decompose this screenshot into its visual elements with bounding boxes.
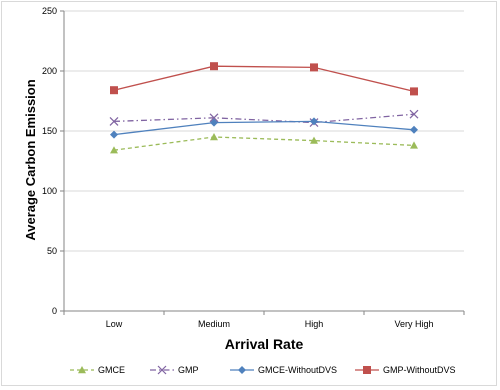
y-tick-label: 0	[52, 306, 57, 316]
legend-marker	[238, 366, 246, 374]
series-lines	[109, 62, 419, 154]
legend-item: GMCE	[70, 365, 125, 375]
x-tick-label: High	[305, 319, 324, 329]
data-point	[310, 136, 318, 144]
series-gmp	[109, 109, 419, 128]
legend-item: GMP	[150, 365, 199, 375]
series-line	[113, 113, 415, 124]
data-point	[110, 86, 118, 95]
data-point	[410, 141, 418, 149]
legend-label: GMP	[178, 365, 199, 375]
data-point	[109, 116, 119, 126]
data-point	[210, 133, 218, 141]
legend-item: GMCE-WithoutDVS	[230, 365, 337, 375]
axes	[60, 10, 465, 315]
gridlines	[64, 10, 464, 252]
y-axis-title: Average Carbon Emission	[23, 79, 38, 240]
data-point	[209, 113, 219, 123]
data-point	[409, 109, 419, 119]
x-tick-label: Very High	[394, 319, 433, 329]
legend-item: GMP-WithoutDVS	[355, 365, 456, 375]
series-gmce	[110, 133, 418, 154]
series-gmce-withoutdvs	[110, 117, 418, 139]
data-point	[210, 62, 218, 71]
legend-label: GMCE	[98, 365, 125, 375]
data-point	[410, 125, 418, 134]
x-tick-label: Low	[106, 319, 123, 329]
legend-marker	[363, 366, 371, 374]
legend-marker	[157, 365, 167, 375]
x-tick-labels: Low Medium High Very High	[106, 319, 434, 329]
x-tick-label: Medium	[198, 319, 230, 329]
x-axis-title: Arrival Rate	[225, 336, 304, 352]
legend-marker	[78, 366, 86, 374]
data-point	[110, 130, 118, 139]
legend: GMCE GMP GMCE-WithoutDVS GMP-WithoutDVS	[70, 365, 456, 375]
y-tick-labels: 0 50 100 150 200 250	[42, 6, 57, 316]
legend-label: GMCE-WithoutDVS	[258, 365, 337, 375]
data-point	[310, 117, 318, 126]
series-line	[113, 136, 415, 151]
y-tick-label: 200	[42, 66, 57, 76]
series-line	[113, 120, 415, 136]
y-tick-label: 100	[42, 186, 57, 196]
chart-frame	[1, 1, 497, 386]
data-point	[310, 63, 318, 72]
data-point	[410, 87, 418, 96]
y-tick-label: 50	[47, 246, 57, 256]
y-tick-label: 250	[42, 6, 57, 16]
series-line	[113, 65, 415, 93]
legend-label: GMP-WithoutDVS	[383, 365, 456, 375]
y-tick-label: 150	[42, 126, 57, 136]
data-point	[110, 146, 118, 154]
data-point	[210, 118, 218, 127]
series-gmp-withoutdvs	[110, 62, 418, 96]
